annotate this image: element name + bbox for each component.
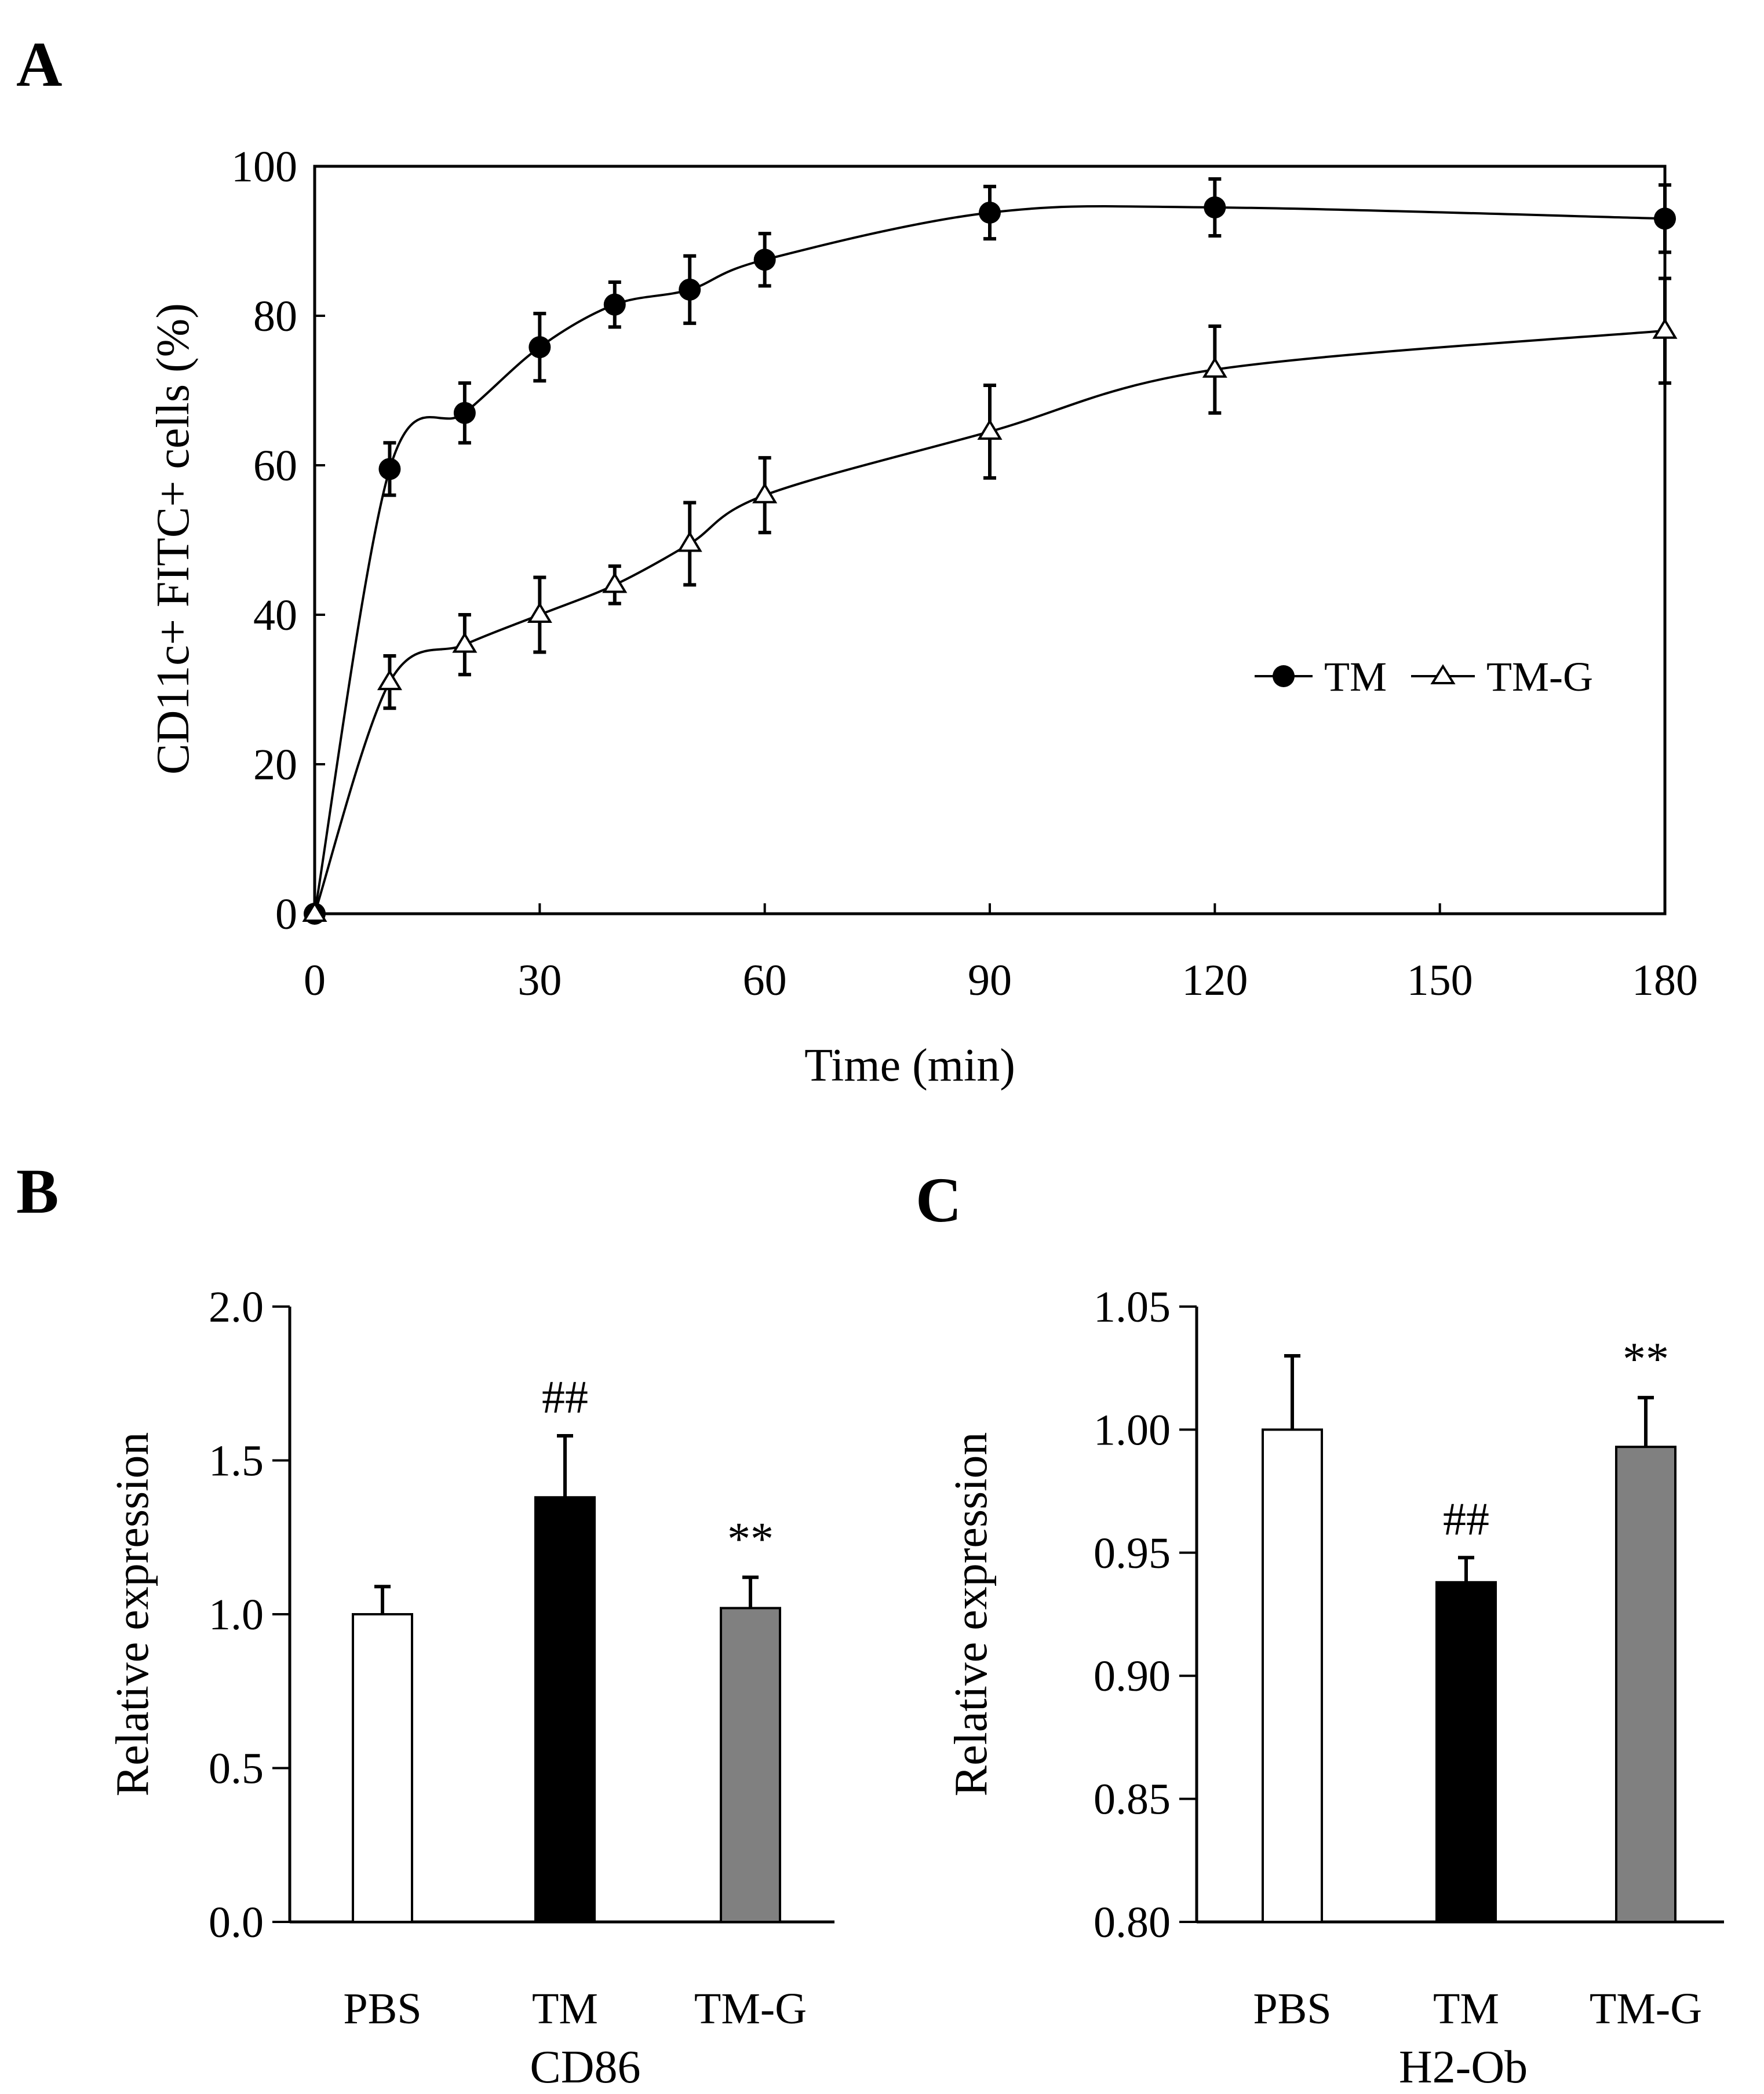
category-label-tm-g: TM-G xyxy=(694,1984,807,2033)
series-tm-point xyxy=(1654,207,1676,230)
category-label-pbs: PBS xyxy=(343,1984,421,2033)
y-tick-label: 0.80 xyxy=(1094,1898,1171,1947)
panel-b-label: B xyxy=(16,1156,59,1227)
panel-c-label: C xyxy=(916,1165,961,1235)
bar-pbs xyxy=(1262,1428,1323,1923)
error-bar-pbs xyxy=(1284,1354,1300,1430)
x-tick-label: 120 xyxy=(1182,956,1248,1005)
x-tick-label: 0 xyxy=(304,956,326,1005)
significance-tm-g: ** xyxy=(727,1513,774,1564)
series-tm-point xyxy=(603,293,626,316)
panel-a-label: A xyxy=(16,29,62,100)
panel-a-y-axis-label: CD11c+ FITC+ cells (%) xyxy=(148,303,199,775)
legend-tmg-marker xyxy=(1430,664,1456,684)
x-tick-label: 90 xyxy=(968,956,1012,1005)
series-tm-g-point xyxy=(752,482,778,504)
y-tick-label: 0.0 xyxy=(209,1898,264,1947)
panel-b-y-ticks: 0.0 0.5 1.0 1.5 2.0 xyxy=(209,1283,290,1947)
panel-a-legend: TM TM-G xyxy=(1255,654,1593,700)
series-tm-point xyxy=(979,201,1001,224)
panel-a-x-ticks: 0 30 60 90 120 150 180 xyxy=(304,903,1698,1005)
panel-c-y-axis-label: Relative expression xyxy=(946,1432,997,1797)
panel-a-plot-frame xyxy=(313,165,1667,915)
y-tick-label: 1.5 xyxy=(209,1437,264,1486)
y-tick-label: 1.0 xyxy=(209,1590,264,1639)
series-tm-point xyxy=(753,249,776,271)
bar-tm-g xyxy=(720,1607,781,1923)
y-tick-label: 1.00 xyxy=(1094,1406,1171,1454)
panel-b-x-axis-label: CD86 xyxy=(530,2042,640,2093)
significance-tm: ## xyxy=(542,1372,588,1423)
y-tick-label: 20 xyxy=(253,740,297,789)
panel-b-bars: PBS TM ## TM-G ** xyxy=(343,1372,807,2033)
category-label-tm: TM xyxy=(1433,1984,1499,2033)
series-tm-point xyxy=(378,458,401,480)
significance-tm: ## xyxy=(1443,1494,1489,1545)
series-tm-g-point xyxy=(452,632,478,653)
series-tm-g-point xyxy=(977,419,1003,440)
error-bar-tm-g xyxy=(742,1575,759,1608)
y-tick-label: 0 xyxy=(275,890,297,939)
panel-c-bars: PBS TM ## TM-G ** xyxy=(1253,1334,1702,2033)
legend-tm-marker xyxy=(1273,665,1295,687)
panel-b-y-axis-label: Relative expression xyxy=(107,1432,158,1797)
panel-a-series xyxy=(302,177,1678,925)
y-tick-label: 0.95 xyxy=(1094,1529,1171,1578)
category-label-tm-g: TM-G xyxy=(1590,1984,1702,2033)
legend-tm-label: TM xyxy=(1324,654,1387,700)
series-tm-g-point xyxy=(677,531,702,552)
panel-b-bar-chart: B 0.0 0.5 1.0 1.5 2.0 PBS TM ## TM-G ** CD86 Rel… xyxy=(16,1156,834,2093)
error-bar-tm xyxy=(1458,1556,1474,1582)
series-tm-point xyxy=(529,336,551,359)
panel-c-bar-chart: C 0.80 0.85 0.90 0.95 1.00 1.05 PBS TM ## TM-G **… xyxy=(916,1165,1724,2093)
y-tick-label: 1.05 xyxy=(1094,1283,1171,1331)
panel-c-y-ticks: 0.80 0.85 0.90 0.95 1.00 1.05 xyxy=(1094,1283,1197,1947)
bar-pbs xyxy=(352,1613,413,1923)
y-tick-label: 0.5 xyxy=(209,1745,264,1793)
error-bar-tm-g xyxy=(1638,1396,1654,1447)
y-tick-label: 40 xyxy=(253,591,297,640)
category-label-pbs: PBS xyxy=(1253,1984,1331,2033)
error-bar-pbs xyxy=(374,1585,391,1614)
x-tick-label: 150 xyxy=(1407,956,1473,1005)
panel-a-x-axis-label: Time (min) xyxy=(804,1040,1015,1091)
panel-a-line-chart: A 0 20 40 60 80 100 0 30 60 90 120 150 180 Time (mi… xyxy=(16,29,1698,1091)
panel-a-y-ticks: 0 20 40 60 80 100 xyxy=(231,143,325,939)
y-tick-label: 2.0 xyxy=(209,1283,264,1331)
series-tm-point xyxy=(679,278,701,301)
series-tm-line xyxy=(314,205,1665,914)
y-tick-label: 60 xyxy=(253,442,297,490)
series-tm-point xyxy=(1204,196,1226,218)
series-tm-point xyxy=(453,402,476,424)
error-bar-tm xyxy=(557,1434,573,1498)
x-tick-label: 180 xyxy=(1632,956,1698,1005)
y-tick-label: 100 xyxy=(231,143,297,191)
category-label-tm: TM xyxy=(532,1984,598,2033)
series-tm-g-point xyxy=(302,901,327,922)
series-tm-g-point xyxy=(377,669,402,691)
series-tm-g-point xyxy=(527,602,552,623)
bar-tm xyxy=(534,1496,596,1923)
y-tick-label: 0.85 xyxy=(1094,1775,1171,1824)
series-tm-g-point xyxy=(1652,318,1678,339)
legend-tmg-label: TM-G xyxy=(1486,654,1593,700)
significance-tm-g: ** xyxy=(1623,1334,1669,1385)
x-tick-label: 30 xyxy=(517,956,562,1005)
y-tick-label: 80 xyxy=(253,292,297,341)
series-tm-g-point xyxy=(1202,356,1227,378)
series-tm-g-point xyxy=(602,572,628,593)
bar-tm xyxy=(1435,1581,1497,1923)
panel-c-x-axis-label: H2-Ob xyxy=(1399,2042,1528,2093)
y-tick-label: 0.90 xyxy=(1094,1652,1171,1701)
x-tick-label: 60 xyxy=(743,956,787,1005)
bar-tm-g xyxy=(1615,1446,1676,1923)
